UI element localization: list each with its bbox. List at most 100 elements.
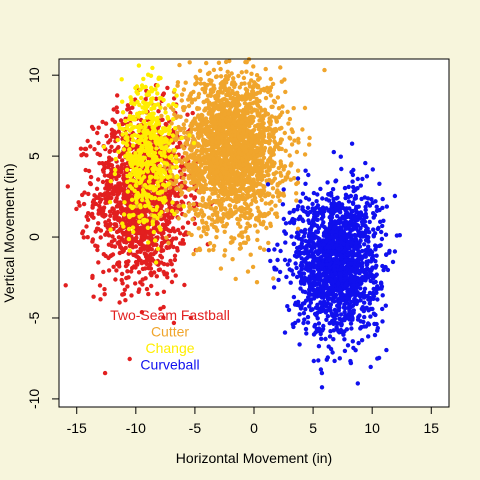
data-point	[202, 204, 208, 209]
data-point	[181, 107, 186, 113]
data-point	[109, 163, 115, 168]
data-point	[235, 103, 240, 109]
data-point	[174, 154, 179, 159]
data-point	[266, 158, 271, 163]
data-point	[191, 201, 196, 207]
points-layer	[63, 57, 402, 390]
data-point	[115, 240, 121, 246]
data-point	[162, 160, 167, 165]
data-point	[144, 286, 150, 292]
data-point	[127, 248, 132, 253]
data-point	[134, 200, 139, 205]
data-point	[224, 212, 230, 218]
data-point	[113, 156, 118, 162]
data-point	[132, 172, 137, 177]
data-point	[309, 248, 314, 253]
data-point	[135, 249, 140, 254]
data-point	[117, 250, 123, 256]
data-point	[294, 149, 300, 155]
data-point	[216, 91, 221, 96]
data-point	[237, 128, 242, 133]
data-point	[283, 221, 289, 226]
data-point	[222, 248, 228, 253]
data-point	[243, 229, 248, 234]
data-point	[139, 234, 144, 239]
data-point	[188, 315, 193, 320]
data-point	[212, 187, 218, 192]
data-point	[164, 235, 169, 240]
data-point	[256, 113, 261, 118]
data-point	[128, 122, 133, 127]
data-point	[137, 287, 142, 292]
data-point	[124, 141, 129, 146]
data-point	[242, 201, 248, 206]
data-point	[258, 182, 263, 187]
data-point	[215, 135, 221, 141]
data-point	[182, 126, 187, 131]
data-point	[189, 193, 194, 198]
data-point	[265, 162, 270, 167]
data-point	[152, 270, 157, 275]
data-point	[86, 191, 91, 197]
data-point	[191, 180, 196, 185]
data-point	[172, 257, 178, 263]
data-point	[202, 81, 207, 87]
data-point	[214, 213, 220, 218]
data-point	[115, 164, 120, 169]
data-point	[153, 87, 158, 92]
data-point	[142, 161, 148, 167]
data-point	[214, 144, 219, 149]
data-point	[171, 107, 176, 113]
data-point	[192, 116, 197, 121]
data-point	[170, 133, 176, 138]
data-point	[251, 169, 256, 174]
data-point	[260, 163, 265, 168]
data-point	[230, 257, 235, 262]
data-point	[102, 292, 107, 297]
data-point	[301, 320, 306, 326]
data-point	[181, 87, 187, 92]
data-point	[148, 271, 153, 276]
data-point	[221, 180, 226, 185]
data-point	[268, 223, 273, 229]
data-point	[141, 218, 146, 223]
data-point	[200, 169, 205, 174]
data-point	[140, 230, 145, 235]
data-point	[220, 166, 226, 172]
data-point	[151, 184, 156, 189]
data-point	[135, 112, 140, 117]
data-point	[88, 174, 94, 180]
data-point	[248, 149, 253, 154]
data-point	[100, 119, 105, 125]
data-point	[250, 114, 255, 120]
data-point	[185, 154, 190, 159]
data-point	[254, 167, 260, 173]
data-point	[220, 196, 226, 202]
data-point	[115, 137, 120, 143]
data-point	[220, 79, 226, 85]
data-point	[278, 140, 283, 146]
data-point	[182, 282, 187, 288]
data-point	[276, 277, 281, 283]
data-point	[161, 289, 167, 294]
data-point	[268, 85, 274, 90]
data-point	[250, 183, 255, 188]
data-point	[363, 160, 368, 166]
data-point	[233, 96, 238, 102]
data-point	[140, 282, 145, 287]
data-point	[191, 153, 197, 158]
data-point	[191, 89, 196, 95]
data-point	[342, 309, 347, 315]
data-point	[188, 164, 194, 169]
data-point	[138, 180, 143, 185]
data-point	[292, 138, 297, 143]
data-point	[231, 76, 236, 81]
data-point	[155, 91, 160, 96]
data-point	[159, 113, 164, 119]
data-point	[129, 269, 134, 274]
data-point	[201, 99, 206, 105]
data-point	[338, 210, 343, 215]
data-point	[271, 163, 276, 169]
data-point	[295, 226, 301, 231]
data-point	[200, 195, 205, 201]
